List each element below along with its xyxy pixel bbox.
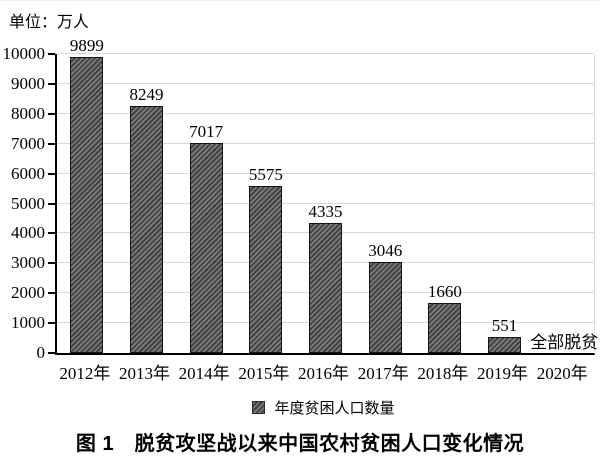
y-tick-label: 8000 bbox=[11, 103, 45, 123]
bar-value-label: 3046 bbox=[368, 240, 403, 260]
y-tick-label: 7000 bbox=[11, 133, 45, 153]
y-tick-label: 4000 bbox=[11, 223, 45, 243]
bar-column: 3046 bbox=[355, 54, 415, 353]
bar-column: 4335 bbox=[296, 54, 356, 353]
gridline bbox=[57, 142, 594, 144]
y-axis-tick bbox=[48, 352, 55, 354]
gridline bbox=[57, 202, 594, 204]
plot-area: 0 1000 2000 3000 4000 5000 6000 7000 8000 9000 100… bbox=[3, 37, 599, 362]
x-tick-label: 2015年 bbox=[238, 364, 290, 383]
x-tick-label: 2013年 bbox=[119, 364, 170, 383]
figure-caption: 图 1 脱贫攻坚战以来中国农村贫困人口变化情况 bbox=[75, 433, 525, 455]
y-axis-tick bbox=[48, 82, 55, 85]
y-axis-tick bbox=[48, 322, 55, 325]
no-bar-annotation: 全部脱贫 bbox=[530, 333, 599, 352]
y-tick-label: 9000 bbox=[11, 73, 45, 93]
y-axis-tick bbox=[48, 53, 55, 55]
x-tick-label: 2012年 bbox=[59, 364, 111, 383]
x-tick-label: 2016年 bbox=[298, 364, 350, 383]
y-axis-tick bbox=[48, 202, 55, 205]
legend-label: 年度贫困人口数量 bbox=[274, 401, 395, 417]
bar bbox=[428, 303, 462, 353]
hatched-square-icon bbox=[252, 401, 266, 414]
y-axis-tick bbox=[48, 292, 55, 295]
x-tick-label: 2019年 bbox=[477, 364, 529, 383]
bar bbox=[309, 223, 343, 353]
bar-column: 8249 bbox=[117, 54, 177, 353]
y-axis-tick bbox=[48, 142, 55, 145]
bar-column: 7017 bbox=[176, 54, 236, 353]
bar bbox=[189, 143, 223, 353]
bar-column: 全部脱贫 bbox=[530, 54, 598, 353]
bar-column: 5575 bbox=[236, 54, 296, 353]
y-tick-label: 3000 bbox=[11, 253, 45, 273]
legend: 年度贫困人口数量 bbox=[55, 397, 592, 418]
y-tick-label: 2000 bbox=[11, 283, 45, 303]
bar bbox=[368, 261, 402, 353]
y-tick-label: 6000 bbox=[11, 163, 45, 183]
bar bbox=[130, 106, 163, 353]
y-axis-tick bbox=[48, 172, 55, 175]
x-axis-labels: 2012年 2013年 2014年 2015年 2016年 2017年 2018年 2019年… bbox=[55, 359, 592, 384]
y-axis-tick bbox=[48, 232, 55, 235]
bar-value-label: 1660 bbox=[427, 282, 462, 302]
bar-column: 551 bbox=[475, 54, 535, 353]
bar bbox=[70, 57, 104, 353]
y-tick-label: 10000 bbox=[2, 44, 46, 63]
y-tick-label: 5000 bbox=[11, 193, 45, 213]
bars-container: 9899 8249 7017 5575 4335 3046 1660 551 全部脱贫 bbox=[57, 37, 598, 353]
bar-value-label: 7017 bbox=[189, 122, 224, 142]
bar-value-label: 5575 bbox=[248, 165, 283, 185]
unit-label: 单位：万人 bbox=[9, 14, 90, 31]
y-tick-label: 1000 bbox=[11, 313, 45, 333]
bar bbox=[488, 336, 522, 353]
x-tick-label: 2018年 bbox=[417, 364, 469, 383]
y-axis-tick bbox=[48, 112, 55, 115]
bar-value-label: 4335 bbox=[308, 202, 343, 222]
x-tick-label: 2017年 bbox=[357, 364, 409, 383]
gridline bbox=[57, 53, 594, 54]
bar-column: 1660 bbox=[415, 54, 475, 353]
bar bbox=[249, 186, 283, 353]
x-tick-label: 2014年 bbox=[178, 364, 230, 383]
gridline bbox=[57, 172, 594, 174]
bar-value-label: 8249 bbox=[129, 85, 164, 105]
bar-value-label: 551 bbox=[491, 315, 518, 335]
y-axis-tick bbox=[48, 262, 55, 265]
y-tick-label: 0 bbox=[36, 343, 46, 362]
bar-value-label: 9899 bbox=[69, 36, 104, 56]
gridline bbox=[57, 112, 594, 114]
gridline bbox=[57, 82, 594, 84]
x-tick-label: 2020年 bbox=[536, 364, 588, 383]
bar-column: 9899 bbox=[57, 37, 117, 353]
